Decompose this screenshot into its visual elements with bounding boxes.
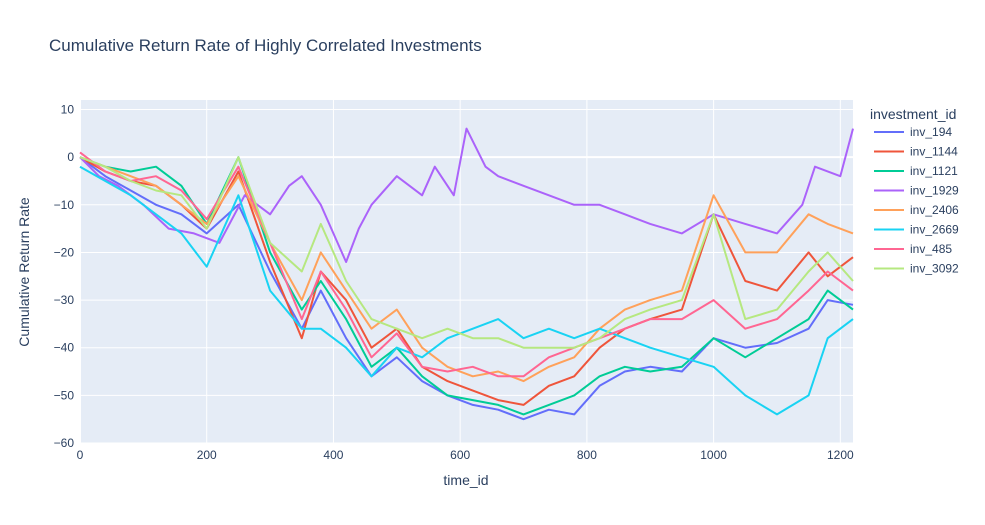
x-axis-label: time_id xyxy=(443,472,488,488)
legend-item-inv_2669[interactable]: inv_2669 xyxy=(874,223,959,237)
legend-item-inv_1144[interactable]: inv_1144 xyxy=(874,145,958,159)
y-tick-label: 10 xyxy=(61,103,75,117)
y-axis-ticks: 10 0 −10 −20 −30 −40 −50 −60 xyxy=(54,103,75,450)
y-tick-label: 0 xyxy=(67,150,74,164)
y-axis-label: Cumulative Return Rate xyxy=(16,197,32,347)
y-tick-label: −60 xyxy=(54,436,75,450)
x-tick-label: 0 xyxy=(77,448,84,462)
series-line-inv_1121 xyxy=(79,156,854,416)
series-line-inv_194 xyxy=(79,156,854,421)
legend-label: inv_3092 xyxy=(910,262,959,276)
legend-item-inv_1121[interactable]: inv_1121 xyxy=(874,164,958,178)
legend: inv_194 inv_1144 inv_1121 inv_1929 inv_2406i… xyxy=(874,125,959,276)
legend-item-inv_485[interactable]: inv_485 xyxy=(874,242,952,256)
legend-label: inv_1144 xyxy=(910,145,958,159)
series-lines xyxy=(79,127,854,421)
legend-item-inv_3092[interactable]: inv_3092 xyxy=(874,262,959,276)
y-tick-label: −20 xyxy=(54,245,75,259)
series-line-inv_485 xyxy=(79,151,854,378)
series-line-inv_2406 xyxy=(79,156,854,383)
legend-item-inv_2406[interactable]: inv_2406 xyxy=(874,203,959,217)
plot-area xyxy=(80,100,853,443)
legend-title: investment_id xyxy=(870,106,956,122)
x-tick-label: 1200 xyxy=(827,448,854,462)
x-tick-label: 800 xyxy=(577,448,597,462)
y-tick-label: −30 xyxy=(54,293,75,307)
series-line-inv_3092 xyxy=(79,156,854,349)
y-tick-label: −10 xyxy=(54,198,75,212)
gridlines xyxy=(79,100,853,444)
x-tick-label: 600 xyxy=(450,448,470,462)
legend-label: inv_2406 xyxy=(910,203,959,217)
y-tick-label: −40 xyxy=(54,341,75,355)
legend-item-inv_1929[interactable]: inv_1929 xyxy=(874,184,959,198)
y-tick-label: −50 xyxy=(54,388,75,402)
legend-label: inv_1121 xyxy=(910,164,958,178)
x-tick-label: 400 xyxy=(323,448,343,462)
legend-label: inv_1929 xyxy=(910,184,959,198)
x-tick-label: 200 xyxy=(197,448,217,462)
legend-label: inv_194 xyxy=(910,125,952,139)
legend-label: inv_485 xyxy=(910,242,952,256)
chart-title: Cumulative Return Rate of Highly Correla… xyxy=(49,36,482,55)
legend-item-inv_194[interactable]: inv_194 xyxy=(874,125,952,139)
x-tick-label: 1000 xyxy=(700,448,727,462)
x-axis-ticks: 0 200 400 600 800 1000 1200 xyxy=(77,448,854,462)
legend-label: inv_2669 xyxy=(910,223,959,237)
